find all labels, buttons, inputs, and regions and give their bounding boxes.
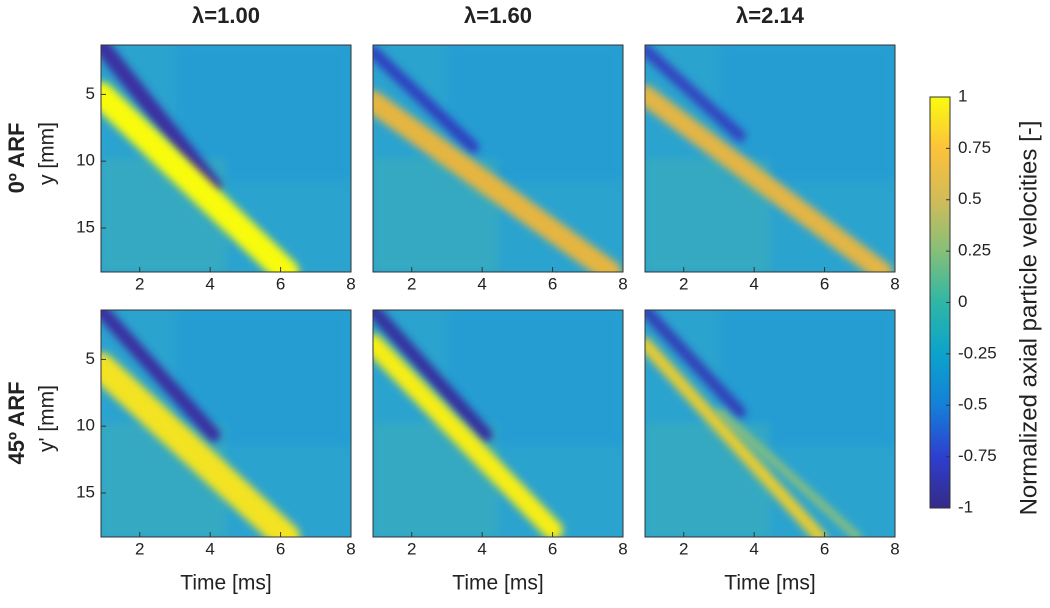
colorbar-label: Normalized axial particle velocities [-] [1015,121,1042,516]
x-axis-label: Time [ms] [724,572,815,595]
colorbar-tick-label: -0.75 [958,446,997,465]
positive-band [373,334,563,537]
panel-frame [100,44,352,273]
row-label: 0º ARF [4,123,29,194]
colorbar-tick-label: 0 [958,292,967,311]
x-tick-label: 4 [477,274,486,293]
x-tick-label: 6 [820,274,829,293]
x-tick-label: 2 [407,539,416,558]
x-tick-label: 2 [407,274,416,293]
heatmap [645,45,895,272]
x-tick-label: 8 [346,539,355,558]
y-tick-label: 5 [86,349,95,368]
colorbar-tick-label: -0.5 [958,395,987,414]
panel-frame [372,309,624,538]
y-tick-label: 10 [76,151,95,170]
x-axis-label: Time [ms] [180,572,271,595]
x-tick-label: 2 [679,539,688,558]
y-tick-label: 15 [76,482,95,501]
panel-title: λ=1.00 [192,3,260,28]
x-tick-label: 2 [135,539,144,558]
heatmap [373,310,623,537]
x-tick-label: 2 [135,274,144,293]
x-tick-label: 2 [679,274,688,293]
panel-frame [100,309,352,538]
colorbar-tick-label: -0.25 [958,343,997,362]
colorbar-tick-label: 1 [958,86,967,105]
x-tick-label: 8 [890,539,899,558]
positive-band [373,90,622,272]
colorbar-tick-label: -1 [958,497,973,516]
heatmap [101,45,351,272]
y-tick-label: 5 [86,84,95,103]
negative-band [645,45,746,142]
panel-frame [644,44,896,273]
x-tick-label: 4 [477,539,486,558]
panel-frame [372,44,624,273]
y-tick-label: 15 [76,217,95,236]
positive-band [101,352,300,537]
x-tick-label: 6 [276,539,285,558]
y-axis-label: y' [mm] [36,385,59,452]
positive-band [645,337,827,537]
x-tick-label: 8 [346,274,355,293]
x-tick-label: 6 [548,274,557,293]
panel-frame [644,309,896,538]
colorbar-tick-label: 0.75 [958,138,991,157]
positive-band [716,408,862,537]
x-tick-label: 6 [276,274,285,293]
colorbar-tick-label: 0.25 [958,241,991,260]
negative-band [373,45,479,154]
positive-band [101,81,299,272]
negative-band [373,310,493,442]
x-tick-label: 6 [820,539,829,558]
x-tick-label: 8 [618,539,627,558]
negative-band [101,310,221,442]
panel-title: λ=2.14 [736,3,805,28]
x-tick-label: 4 [205,274,214,293]
heatmap [373,45,623,272]
x-tick-label: 4 [749,274,758,293]
x-tick-label: 8 [618,274,627,293]
x-tick-label: 4 [205,539,214,558]
colorbar-tick-label: 0.5 [958,189,982,208]
panel-title: λ=1.60 [464,3,532,28]
heatmap [101,310,351,537]
x-tick-label: 4 [749,539,758,558]
x-axis-label: Time [ms] [452,572,543,595]
y-tick-label: 10 [76,416,95,435]
y-axis-label: y [mm] [36,122,59,185]
row-label: 45º ARF [4,381,29,464]
heatmap [645,310,895,537]
negative-band [645,310,746,419]
x-tick-label: 8 [890,274,899,293]
x-tick-label: 6 [548,539,557,558]
negative-band [101,45,222,194]
positive-band [645,84,893,272]
